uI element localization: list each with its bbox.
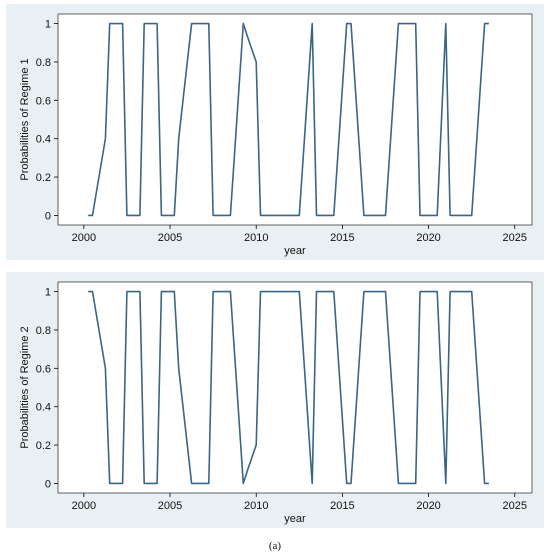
chart-regime-1: 0 0.2 0.4 0.6 0.8 1 2000 2005 2010 2015 2020 2025 ye… [19, 13, 533, 257]
x-tick-label: 2025 [503, 232, 527, 244]
x-tick-label: 2010 [244, 232, 268, 244]
x-tick-label: 2020 [416, 500, 440, 512]
plot-area [57, 13, 533, 226]
y-tick-label: 0.2 [36, 440, 51, 452]
y-tick-label: 1 [45, 287, 51, 299]
x-tick-label: 2020 [416, 232, 440, 244]
x-tick-label: 2000 [72, 500, 96, 512]
y-tick-label: 1 [45, 19, 51, 31]
x-tick-label: 2005 [158, 232, 182, 244]
y-tick-label: 0.4 [36, 134, 51, 146]
y-tick-label: 0.2 [36, 172, 51, 184]
y-tick-label: 0 [45, 210, 51, 222]
chart-panel-regime-1: 0 0.2 0.4 0.6 0.8 1 2000 2005 2010 2015 2020 2025 ye… [6, 4, 544, 260]
y-tick-label: 0.8 [36, 325, 51, 337]
y-axis-title: Probabilities of Regime 2 [19, 326, 31, 448]
x-tick-label: 2015 [330, 500, 354, 512]
x-tick-label: 2015 [330, 232, 354, 244]
x-axis-title: year [284, 513, 306, 525]
y-tick-label: 0.8 [36, 57, 51, 69]
plot-area [57, 281, 533, 494]
y-tick-label: 0.4 [36, 402, 51, 414]
x-tick-label: 2010 [244, 500, 268, 512]
series-line [88, 22, 489, 217]
y-axis-title: Probabilities of Regime 1 [19, 58, 31, 180]
y-tick-label: 0.6 [36, 95, 51, 107]
chart-regime-2: 0 0.2 0.4 0.6 0.8 1 2000 2005 2010 2015 2020 2025 ye… [19, 281, 533, 525]
y-tick-label: 0 [45, 478, 51, 490]
x-tick-label: 2000 [72, 232, 96, 244]
chart-panel-regime-2: 0 0.2 0.4 0.6 0.8 1 2000 2005 2010 2015 2020 2025 ye… [6, 272, 544, 528]
x-tick-label: 2025 [503, 500, 527, 512]
x-axis-title: year [284, 245, 306, 257]
y-tick-label: 0.6 [36, 363, 51, 375]
x-tick-label: 2005 [158, 500, 182, 512]
series-line [88, 290, 489, 485]
figure-caption: (a) [268, 540, 282, 552]
